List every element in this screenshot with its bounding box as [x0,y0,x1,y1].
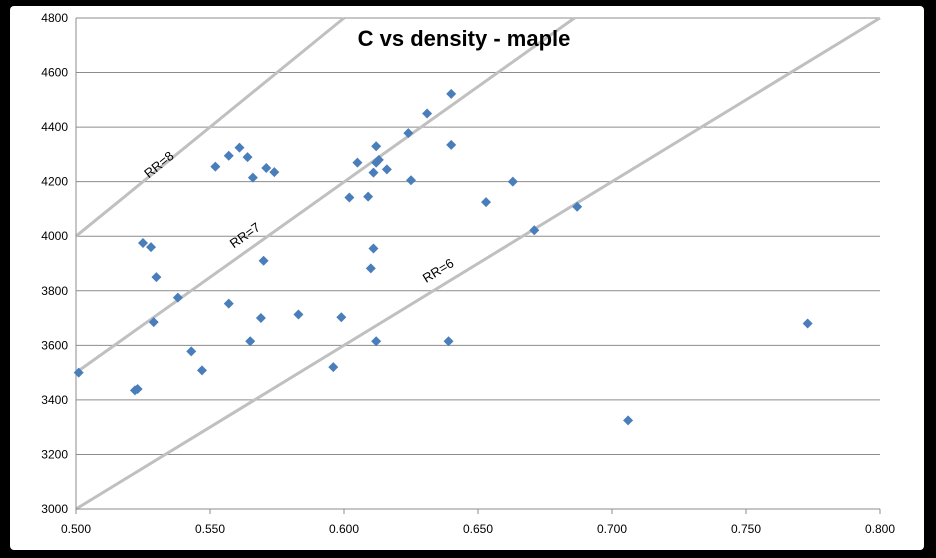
data-point [529,225,540,236]
y-tick-label: 4000 [41,229,68,243]
x-tick-label: 0.650 [463,522,493,536]
data-point [368,167,379,178]
reference-line [75,16,345,238]
reference-lines [75,16,881,511]
x-tick-label: 0.800 [865,522,895,536]
chart-frame: 3000 3200 3400 3600 3800 4000 4200 4400 4600 4800… [10,6,924,550]
chart-title: C vs density - maple [358,26,571,51]
chart-canvas: 3000 3200 3400 3600 3800 4000 4200 4400 4600 4800… [41,11,895,536]
data-point [446,88,457,99]
data-point [368,243,379,254]
y-tick-label: 4600 [41,66,68,80]
data-point [481,197,492,208]
axes: 3000 3200 3400 3600 3800 4000 4200 4400 4600 4800… [41,11,895,536]
data-point [381,164,392,175]
data-point [261,163,272,174]
x-tick-label: 0.750 [731,522,761,536]
data-point [328,362,339,373]
reference-line-label: RR=7 [227,219,263,251]
data-point [446,139,457,150]
data-point [255,313,266,324]
data-point [344,192,355,203]
data-point [196,365,207,376]
data-point [151,272,162,283]
data-point [371,336,382,347]
data-point [146,242,157,253]
y-tick-label: 4800 [41,11,68,25]
data-point [138,238,148,249]
data-point [132,383,143,394]
y-tick-label: 3600 [41,338,68,352]
data-point [623,415,634,426]
data-point [365,263,376,274]
data-point [242,152,253,163]
data-point [802,318,813,329]
y-tick-label: 3200 [41,447,68,461]
data-point [269,167,280,178]
data-points [73,88,813,426]
data-point [336,312,347,323]
data-point [223,298,234,309]
data-point [371,141,382,152]
data-point [406,175,416,186]
data-point [363,191,374,202]
data-point [73,367,84,378]
data-point [245,336,256,347]
data-point [507,176,518,187]
y-tick-label: 3400 [41,393,68,407]
data-point [223,150,234,161]
data-point [373,154,384,165]
x-tick-label: 0.500 [61,522,91,536]
y-tick-label: 3800 [41,284,68,298]
data-point [293,309,304,320]
data-point [210,161,221,172]
gridlines [76,17,880,455]
reference-line [75,16,881,511]
data-point [422,108,433,119]
y-tick-label: 3000 [41,502,68,516]
data-point [258,255,269,266]
y-tick-label: 4400 [41,120,68,134]
data-point [234,142,245,153]
data-point [403,128,414,139]
x-tick-label: 0.700 [597,522,627,536]
data-point [148,317,159,328]
reference-line-label: RR=8 [141,148,177,181]
reference-line-labels: RR=8RR=7RR=6 [141,148,456,286]
data-point [572,201,583,212]
x-tick-label: 0.550 [195,522,225,536]
data-point [443,336,454,347]
data-point [352,157,363,168]
data-point [172,292,183,303]
x-tick-label: 0.600 [329,522,359,536]
data-point [247,172,258,183]
data-point [186,346,197,357]
y-tick-label: 4200 [41,175,68,189]
reference-line [75,16,576,374]
